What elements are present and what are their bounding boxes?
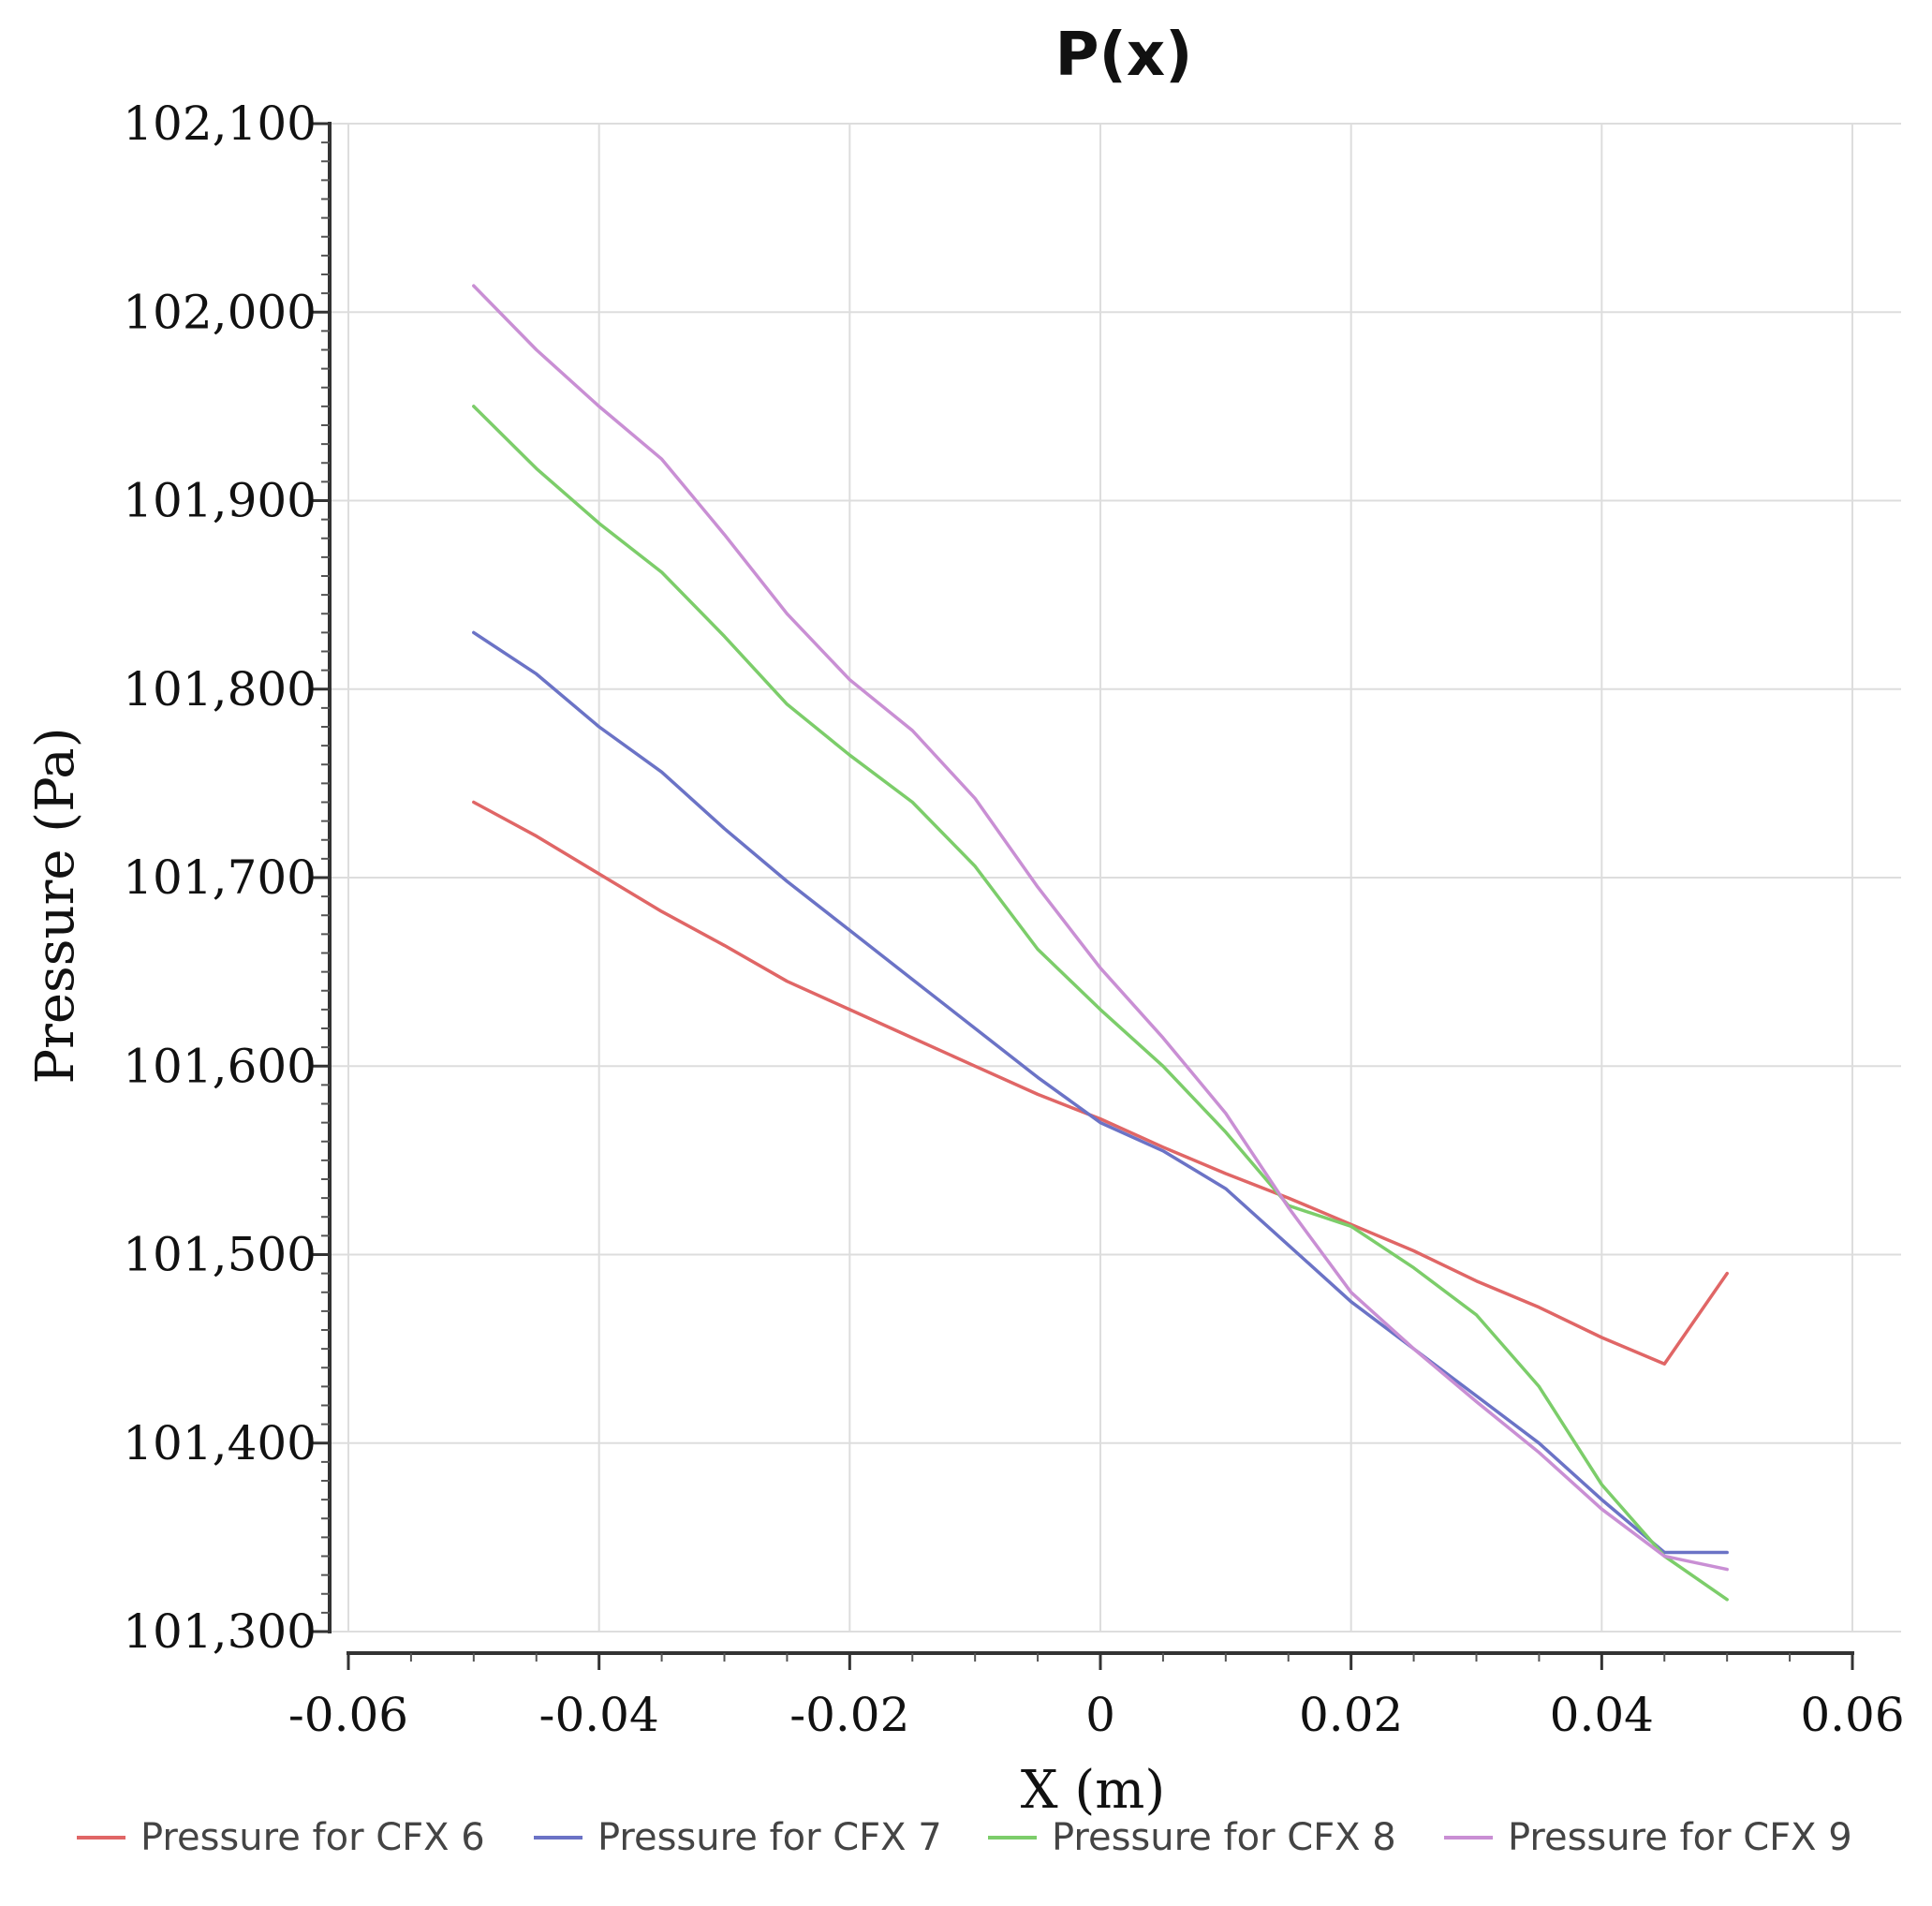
y-tick-label: 102,100 (123, 96, 317, 151)
series-line-cfx-7 (472, 630, 1729, 1555)
x-tick-label: 0.04 (1550, 1688, 1654, 1742)
legend-item: Pressure for CFX 9 (1444, 1816, 1852, 1859)
legend-item: Pressure for CFX 6 (77, 1816, 485, 1859)
y-tick-label: 101,300 (123, 1604, 317, 1659)
x-tick-label: -0.04 (539, 1688, 659, 1742)
legend-item: Pressure for CFX 8 (988, 1816, 1396, 1859)
y-tick-label: 101,900 (123, 474, 317, 528)
y-tick-label: 101,700 (123, 850, 317, 905)
x-axis-label: X (m) (1021, 1760, 1165, 1821)
legend-label: Pressure for CFX 8 (1052, 1816, 1396, 1859)
legend-label: Pressure for CFX 6 (140, 1816, 485, 1859)
y-tick-label: 101,600 (123, 1039, 317, 1093)
series-line-cfx-6 (472, 800, 1729, 1366)
series-line-cfx-8 (472, 405, 1729, 1602)
legend-label: Pressure for CFX 7 (597, 1816, 942, 1859)
axes-layer (313, 122, 1854, 1670)
x-tick-label: 0.02 (1299, 1688, 1403, 1742)
tick-labels: 101,300 101,400 101,500 101,600 101,700 101,8… (123, 96, 1904, 1742)
x-tick-label: 0.06 (1800, 1688, 1904, 1742)
series-layer (472, 284, 1729, 1602)
x-tick-label: 0 (1085, 1688, 1115, 1742)
grid-layer (330, 123, 1901, 1633)
legend-item: Pressure for CFX 7 (534, 1816, 942, 1859)
series-line-cfx-9 (472, 284, 1729, 1572)
y-tick-label: 101,500 (123, 1228, 317, 1282)
y-axis-label: Pressure (Pa) (25, 727, 86, 1084)
chart-title: P(x) (1055, 21, 1193, 90)
legend: Pressure for CFX 6 Pressure for CFX 7 Pres… (77, 1816, 1852, 1859)
x-tick-label: -0.02 (789, 1688, 909, 1742)
legend-label: Pressure for CFX 9 (1508, 1816, 1852, 1859)
y-tick-label: 101,800 (123, 662, 317, 717)
x-tick-label: -0.06 (288, 1688, 408, 1742)
y-tick-label: 101,400 (123, 1416, 317, 1470)
y-tick-label: 102,000 (123, 285, 317, 339)
